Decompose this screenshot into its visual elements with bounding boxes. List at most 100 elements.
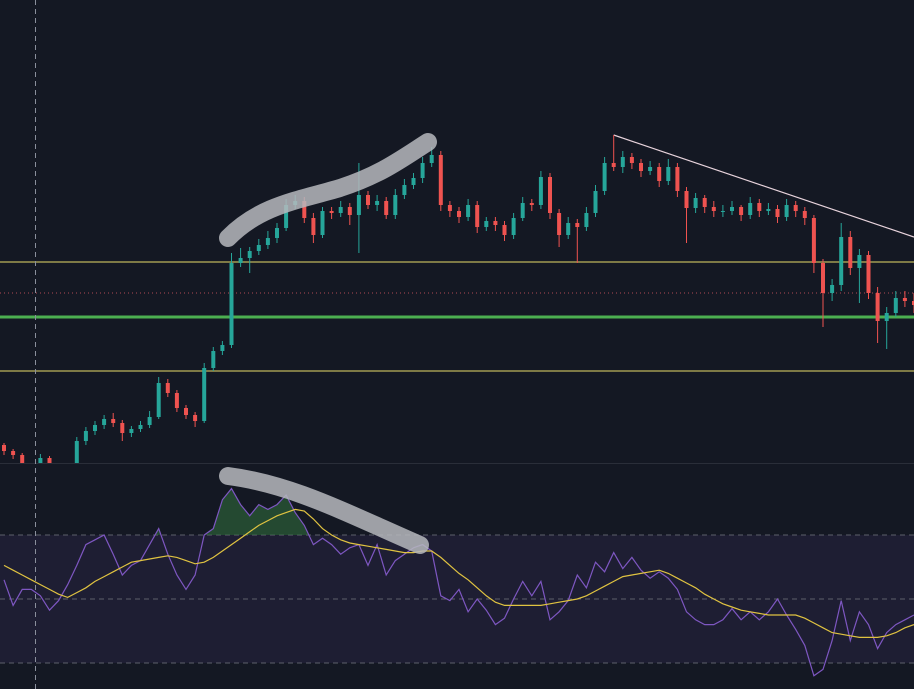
candle-body (548, 177, 552, 213)
candle-body (866, 255, 871, 293)
candle-body (666, 167, 671, 181)
candle-body (393, 195, 398, 215)
highlight-stroke (219, 133, 437, 247)
candle-body (302, 201, 307, 218)
candle-body (174, 393, 179, 408)
candle-body (493, 221, 498, 225)
candle-body (420, 163, 425, 178)
candle-body (693, 198, 698, 208)
candle-body (657, 167, 662, 181)
candle-body (457, 211, 461, 217)
candle-body (793, 205, 798, 211)
candle-body (129, 429, 134, 433)
price-pane (0, 134, 914, 463)
candle-body (520, 203, 525, 218)
candle-body (356, 195, 361, 215)
candle-body (830, 285, 835, 293)
candle-body (602, 163, 607, 191)
candle-body (238, 258, 243, 263)
candle-body (593, 191, 598, 213)
candle-body (675, 167, 680, 191)
candle-body (47, 458, 52, 463)
highlight-stroke (219, 467, 429, 554)
candle-body (375, 201, 380, 205)
candle-body (893, 298, 898, 313)
candle-body (575, 223, 580, 227)
candle-body (629, 157, 634, 163)
candle-body (475, 205, 480, 227)
rsi-pane (0, 487, 914, 677)
candle-body (466, 205, 471, 217)
candle-body (311, 218, 316, 235)
candle-body (111, 419, 116, 423)
candle-body (329, 211, 334, 213)
candle-body (193, 415, 198, 421)
candle-body (848, 237, 853, 268)
candle-body (784, 205, 789, 217)
candle-body (156, 383, 161, 417)
overbought-fill (4, 488, 914, 535)
candle-body (93, 425, 97, 431)
candle-body (884, 313, 889, 321)
candle-body (557, 213, 562, 235)
candle-body (711, 207, 716, 211)
candle-body (402, 185, 407, 195)
candle-body (2, 445, 6, 451)
candle-body (811, 218, 816, 263)
candle-body (120, 423, 125, 433)
candle-body (502, 225, 507, 235)
candle-body (739, 207, 744, 215)
candle-body (284, 205, 289, 228)
candle-body (320, 211, 325, 235)
candle-body (411, 178, 416, 185)
candle-body (584, 213, 589, 227)
candle-body (147, 417, 152, 425)
candle-body (138, 425, 143, 429)
candle-body (802, 211, 807, 218)
candle-body (766, 209, 771, 211)
candle-body (256, 245, 261, 251)
candle-body (902, 298, 907, 301)
candle-body (648, 167, 653, 171)
candle-body (265, 238, 270, 245)
candle-body (620, 157, 625, 167)
candle-body (912, 301, 914, 305)
candle-body (366, 195, 370, 205)
candle-body (538, 177, 543, 205)
candle-body (511, 218, 516, 235)
candle-body (220, 345, 225, 351)
candle-body (102, 419, 107, 425)
rsi-line (3, 508, 914, 638)
candle-body (639, 163, 643, 171)
candle-body (229, 263, 234, 345)
candle-body (702, 198, 707, 207)
candle-body (83, 431, 88, 441)
candle-body (720, 211, 725, 212)
candle-body (202, 368, 207, 421)
candle-body (438, 155, 443, 205)
candle-body (20, 455, 25, 463)
candle-body (529, 203, 534, 205)
candle-body (211, 351, 216, 368)
candle-body (447, 205, 452, 211)
candle-body (184, 408, 188, 415)
candle-body (821, 263, 825, 293)
candle-body (429, 155, 434, 163)
candle-body (566, 223, 571, 235)
candle-body (875, 293, 880, 321)
rsi-band (0, 535, 914, 663)
candle-body (338, 207, 343, 213)
candle-body (611, 163, 616, 167)
rsi-line (3, 487, 914, 677)
candle-body (484, 221, 489, 227)
candle-body (11, 451, 16, 455)
candle-body (684, 191, 689, 208)
candle-body (839, 237, 844, 285)
candle-body (38, 458, 43, 463)
candle-body (275, 228, 279, 238)
candle-body (757, 203, 762, 211)
candle-body (857, 255, 862, 268)
